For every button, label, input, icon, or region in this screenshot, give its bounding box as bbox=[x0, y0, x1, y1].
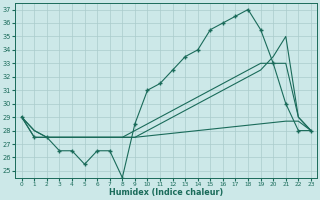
X-axis label: Humidex (Indice chaleur): Humidex (Indice chaleur) bbox=[109, 188, 223, 197]
